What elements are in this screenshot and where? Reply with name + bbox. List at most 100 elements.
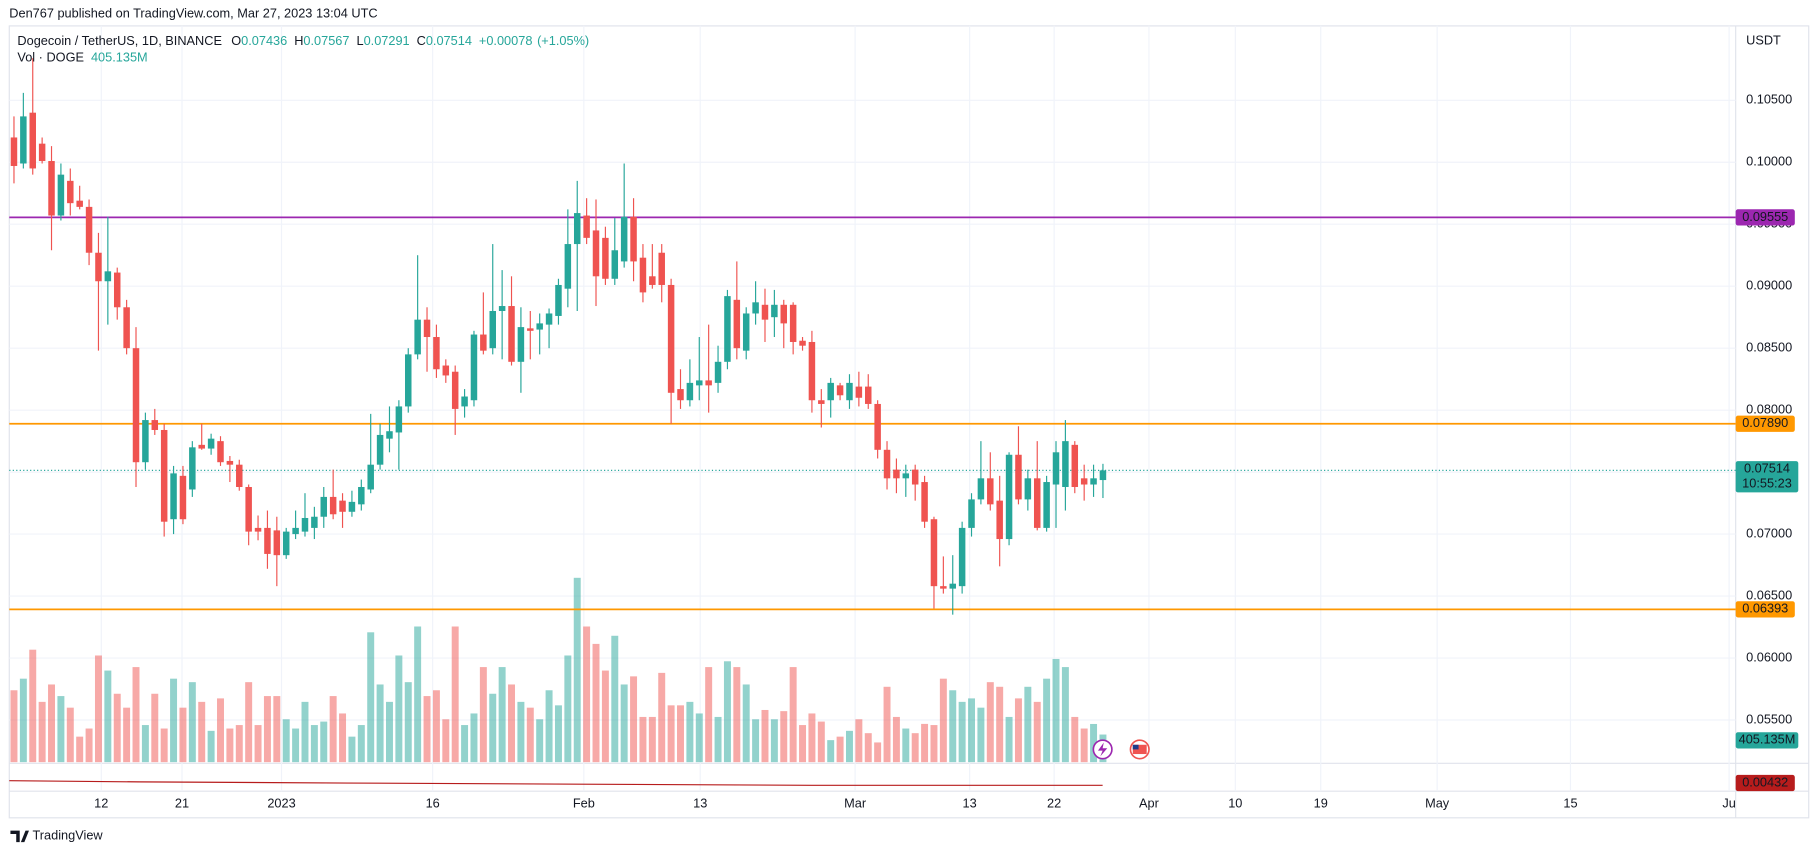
volume-bar — [808, 713, 816, 763]
footer-logo: TradingView — [10, 828, 103, 843]
y-tick-label: 0.09000 — [1746, 278, 1792, 293]
volume-bar — [404, 682, 412, 763]
volume-bar — [564, 655, 572, 763]
candle-body — [771, 304, 778, 318]
volume-bar — [648, 716, 656, 763]
candle-body — [968, 499, 975, 528]
volume-bar — [113, 693, 121, 763]
icons — [1092, 739, 1150, 760]
candle-body — [846, 382, 853, 401]
currency: USDT — [1746, 32, 1781, 47]
candle-body — [461, 396, 468, 407]
candle-body — [789, 304, 797, 342]
flag-canton — [1132, 744, 1139, 750]
candle-body — [545, 313, 553, 325]
candle-body — [329, 496, 337, 515]
countdown: 10:55:23 — [1742, 476, 1792, 491]
candle-body — [348, 501, 356, 512]
volume-bar — [592, 643, 600, 763]
volume-value: 405.135M — [91, 50, 148, 65]
candle-body — [376, 434, 384, 465]
indicator-tag-label: 0.00432 — [1742, 774, 1788, 789]
legend-label: C — [417, 34, 426, 49]
candle-body — [517, 327, 525, 362]
volume-bar — [10, 690, 18, 763]
volume-bar — [179, 707, 187, 763]
volume-bar — [479, 667, 487, 763]
volume-bar — [508, 684, 515, 763]
volume-bar — [367, 632, 375, 763]
volume-bar — [714, 716, 722, 763]
volume-bar — [996, 686, 1004, 763]
legend-title: Dogecoin / TetherUS, 1D, BINANCE — [17, 34, 222, 49]
volume-bar — [601, 670, 609, 763]
x-tick-label: 2023 — [267, 795, 295, 810]
volume-bar — [470, 713, 478, 763]
volume-bar — [742, 684, 750, 763]
volume-bar — [254, 725, 262, 763]
candle-body — [236, 464, 243, 487]
candle-body — [761, 304, 769, 320]
candle-body — [865, 386, 872, 404]
volume-bar — [1052, 658, 1060, 763]
volume-bar — [883, 686, 891, 763]
candle-body — [630, 216, 637, 262]
candle-body — [1099, 470, 1107, 481]
candle-body — [724, 296, 731, 362]
candle-body — [742, 313, 750, 351]
candle-body — [414, 319, 421, 355]
candle-body — [442, 365, 450, 376]
volume-bar — [38, 701, 46, 763]
legend-value: 0.07514 — [426, 34, 472, 49]
volume-bar — [339, 713, 347, 763]
x-tick-label: 13 — [693, 795, 707, 810]
x-tick-label: 15 — [1563, 795, 1577, 810]
volume-bar — [949, 690, 957, 763]
legend-row: Dogecoin / TetherUS, 1D, BINANCE O0.07436… — [17, 34, 589, 49]
volume-bar — [977, 707, 985, 763]
indicator-line — [9, 780, 1103, 786]
candle-body — [179, 475, 187, 520]
volume-bar — [780, 711, 788, 763]
volume-bar — [874, 742, 882, 763]
volume-bar — [85, 728, 93, 763]
volume-bar — [545, 690, 553, 763]
time-axis: 12 21 2023 16 Feb 13 Mar 13 22 Apr 10 19 May 15 Ju — [94, 795, 1735, 810]
volume-bar — [658, 672, 666, 763]
candle-body — [20, 116, 27, 164]
volume-bar — [217, 698, 224, 763]
y-tick-label: 0.08000 — [1746, 402, 1792, 417]
volume-bar — [442, 719, 450, 763]
candle-body — [207, 438, 215, 449]
volume-bar — [94, 655, 102, 763]
candle-body — [85, 206, 93, 253]
candle-body — [132, 348, 140, 463]
volume-bar — [76, 736, 84, 763]
candle-body — [808, 341, 816, 401]
volume-bar — [66, 707, 74, 763]
volume-bar — [827, 740, 835, 763]
candle-body — [498, 306, 506, 311]
current-price-tag — [1735, 461, 1799, 493]
x-tick-label: 12 — [94, 795, 108, 810]
legend-value: 0.07567 — [303, 34, 349, 49]
chart-frame — [8, 25, 1810, 819]
candle-body — [911, 469, 919, 485]
candle-body — [527, 328, 534, 331]
candle-body — [470, 334, 478, 401]
legend-value: 0.07436 — [241, 34, 287, 49]
candle-body — [921, 482, 928, 522]
level-tag-label: 0.06393 — [1742, 601, 1788, 616]
candle-body — [358, 486, 365, 505]
candle-body — [508, 306, 515, 362]
volume-bar — [1043, 678, 1051, 763]
volume-bar — [611, 635, 619, 763]
candle-body — [76, 200, 83, 207]
volume-legend-row: Vol · DOGE 405.135M — [17, 50, 147, 65]
level-tag — [1735, 415, 1795, 432]
volume-bar — [1090, 723, 1098, 763]
volume-bar — [329, 696, 337, 763]
